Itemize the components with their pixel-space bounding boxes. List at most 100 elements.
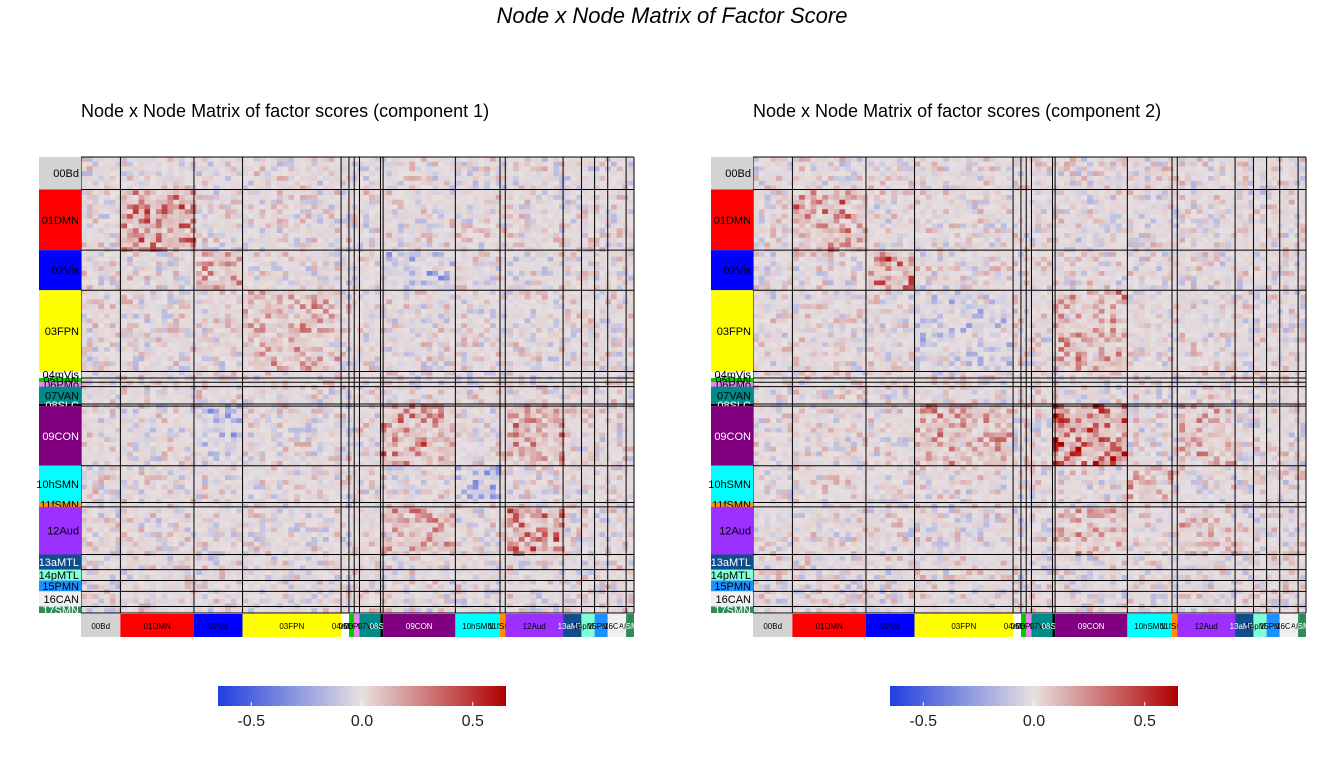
heatmap-cell: [438, 294, 445, 300]
heatmap-cell: [155, 161, 163, 167]
heatmap-cell: [328, 323, 335, 329]
heatmap-cell: [587, 309, 595, 315]
heatmap-cell: [501, 304, 508, 310]
heatmap-cell: [518, 385, 525, 391]
heatmap-cell: [207, 180, 214, 186]
heatmap-cell: [242, 271, 249, 277]
heatmap-cell: [461, 176, 468, 182]
heatmap-cell: [455, 290, 462, 296]
heatmap-cell: [495, 228, 502, 234]
heatmap-cell: [150, 347, 157, 353]
heatmap-cell: [178, 157, 186, 163]
heatmap-cell: [150, 356, 157, 362]
heatmap-cell: [294, 280, 301, 286]
heatmap-cell: [501, 209, 508, 215]
heatmap-cell: [253, 347, 260, 353]
heatmap-cell: [86, 199, 93, 205]
heatmap-cell: [495, 218, 502, 224]
heatmap-cell: [392, 195, 399, 201]
heatmap-cell: [317, 204, 324, 210]
heatmap-cell: [449, 299, 456, 305]
heatmap-cell: [115, 266, 122, 272]
heatmap-cell: [201, 275, 209, 281]
heatmap-cell: [380, 361, 387, 367]
heatmap-cell: [587, 389, 595, 395]
heatmap-cell: [616, 242, 623, 248]
heatmap-cell: [547, 323, 554, 329]
heatmap-cell: [340, 280, 347, 286]
heatmap-cell: [207, 351, 214, 357]
heatmap-cell: [622, 399, 629, 405]
heatmap-cell: [524, 385, 531, 391]
heatmap-cell: [265, 166, 272, 172]
heatmap-cell: [207, 385, 214, 391]
heatmap-cell: [311, 361, 318, 367]
heatmap-cell: [386, 176, 393, 182]
heatmap-cell: [461, 285, 468, 291]
heatmap-cell: [536, 328, 543, 334]
heatmap-cell: [248, 252, 255, 258]
heatmap-cell: [622, 351, 629, 357]
heatmap-cell: [386, 323, 393, 329]
heatmap-cell: [253, 199, 260, 205]
heatmap-cell: [121, 275, 128, 281]
heatmap-cell: [449, 389, 456, 395]
heatmap-cell: [213, 332, 220, 338]
heatmap-cell: [374, 290, 381, 296]
heatmap-cell: [242, 161, 249, 167]
heatmap-cell: [121, 242, 128, 248]
heatmap-cell: [144, 271, 151, 277]
heatmap-cell: [127, 389, 134, 395]
heatmap-cell: [242, 190, 249, 196]
heatmap-cell: [616, 180, 623, 186]
heatmap-cell: [288, 399, 295, 405]
heatmap-cell: [369, 380, 376, 386]
heatmap-cell: [576, 389, 583, 395]
heatmap-cell: [207, 204, 214, 210]
heatmap-cell: [225, 185, 232, 191]
heatmap-cell: [265, 180, 272, 186]
heatmap-cell: [155, 233, 163, 239]
heatmap-cell: [253, 157, 260, 163]
heatmap-cell: [576, 366, 583, 372]
heatmap-cell: [443, 370, 451, 376]
heatmap-cell: [351, 242, 358, 248]
heatmap-cell: [104, 304, 111, 310]
heatmap-cell: [478, 380, 485, 386]
heatmap-cell: [132, 261, 140, 267]
heatmap-cell: [288, 180, 295, 186]
heatmap-cell: [616, 318, 623, 324]
heatmap-cell: [219, 389, 226, 395]
heatmap-cell: [495, 280, 502, 286]
heatmap-cell: [132, 209, 140, 215]
heatmap-cell: [518, 199, 525, 205]
heatmap-cell: [242, 157, 249, 163]
heatmap-cell: [553, 161, 560, 167]
heatmap-cell: [536, 242, 543, 248]
heatmap-cell: [104, 399, 111, 405]
heatmap-cell: [236, 185, 243, 191]
heatmap-cell: [553, 180, 560, 186]
heatmap-cell: [587, 380, 595, 386]
heatmap-cell: [178, 166, 186, 172]
heatmap-cell: [115, 195, 122, 201]
heatmap-cell: [127, 380, 134, 386]
heatmap-cell: [144, 370, 151, 376]
heatmap-cell: [196, 304, 203, 310]
heatmap-cell: [357, 309, 364, 315]
heatmap-cell: [121, 218, 128, 224]
heatmap-cell: [513, 204, 520, 210]
heatmap-cell: [121, 389, 128, 395]
heatmap-cell: [409, 299, 416, 305]
heatmap-cell: [582, 299, 589, 305]
heatmap-cell: [207, 337, 214, 343]
heatmap-cell: [311, 223, 318, 229]
heatmap-cell: [599, 328, 606, 334]
heatmap-cell: [438, 218, 445, 224]
heatmap-cell: [426, 399, 433, 405]
heatmap-cell: [369, 242, 376, 248]
heatmap-cell: [167, 157, 174, 163]
heatmap-cell: [109, 261, 116, 267]
heatmap-cell: [155, 280, 163, 286]
heatmap-cell: [397, 399, 404, 405]
